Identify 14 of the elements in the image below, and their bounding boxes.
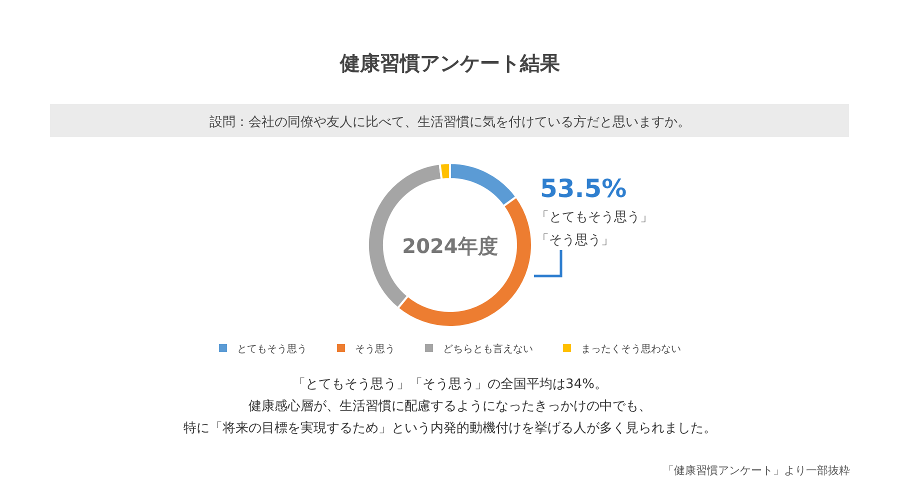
chart-title: 健康習慣アンケート結果 [339, 51, 561, 75]
text: 健康感心層が、生活習慣に配慮するようになったきっかけの中でも、 [248, 398, 652, 414]
text: 特に「将来の目標を実現するため」という内発的動機付けを挙げる人が多く見られました。 [184, 420, 716, 436]
text: 「とてもそう思う」「そう思う」の全国平均は34%。 [292, 377, 608, 392]
legend-label: まったくそう思わない [581, 344, 681, 355]
legend-label: そう思う [355, 344, 395, 355]
text: 2024年度 [402, 234, 498, 258]
text: 「とてもそう思う」 [536, 210, 653, 225]
legend-label: とてもそう思う [237, 344, 307, 355]
text: 53.5% [540, 174, 627, 203]
chart-subtitle: 設問：会社の同僚や友人に比べて、生活習慣に気を付けている方だと思いますか。 [210, 114, 690, 130]
text: 「健康習慣アンケート」より一部抜粋 [663, 464, 850, 477]
legend-label: どちらとも言えない [443, 343, 533, 355]
text: 「そう思う」 [536, 233, 614, 248]
